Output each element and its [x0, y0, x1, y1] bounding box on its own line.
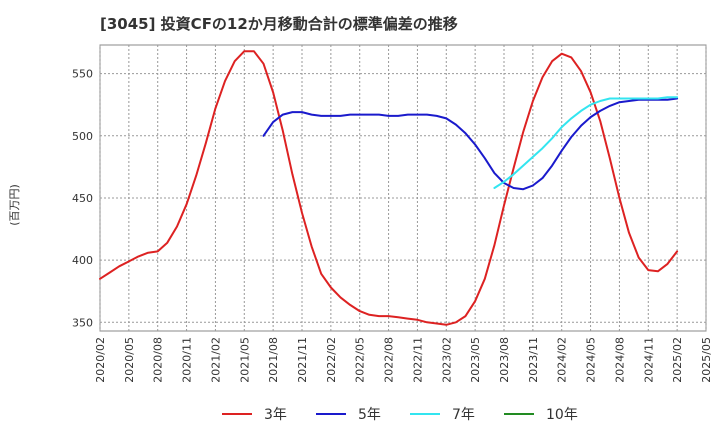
x-tick-label: 2024/02 — [556, 337, 569, 383]
legend-label-3: 7年 — [452, 407, 475, 423]
legend-label-1: 3年 — [264, 407, 287, 423]
y-tick-label: 550 — [72, 68, 93, 81]
x-tick-label: 2021/11 — [296, 337, 309, 383]
x-tick-label: 2023/05 — [469, 337, 482, 383]
x-tick-label: 2024/11 — [642, 337, 655, 383]
x-tick-label: 2021/05 — [238, 337, 251, 383]
x-tick-label: 2022/08 — [383, 337, 396, 383]
x-axis-ticks: 2020/02 2020/05 2020/08 2020/11 2021/02 2021/… — [94, 337, 713, 383]
x-tick-label: 2020/08 — [152, 337, 165, 383]
x-tick-label: 2022/05 — [354, 337, 367, 383]
x-tick-label: 2024/08 — [613, 337, 626, 383]
x-tick-label: 2020/05 — [123, 337, 136, 383]
legend-label-2: 5年 — [358, 407, 381, 423]
x-tick-label: 2023/08 — [498, 337, 511, 383]
x-tick-label: 2021/02 — [209, 337, 222, 383]
y-tick-label: 450 — [72, 192, 93, 205]
x-tick-label: 2023/02 — [440, 337, 453, 383]
chart-title: [3045] 投資CFの12か月移動合計の標準偏差の推移 — [100, 15, 458, 33]
x-tick-label: 2021/08 — [267, 337, 280, 383]
x-tick-label: 2024/05 — [585, 337, 598, 383]
x-tick-label: 2023/11 — [527, 337, 540, 383]
x-tick-label: 2020/02 — [94, 337, 107, 383]
series-line-3 — [493, 96, 679, 189]
y-axis-label: (百万円) — [8, 184, 21, 226]
x-tick-label: 2022/02 — [325, 337, 338, 383]
y-axis-ticks: 350 400 450 500 550 — [72, 68, 93, 330]
x-tick-label: 2022/11 — [411, 337, 424, 383]
y-tick-label: 400 — [72, 254, 93, 267]
series-line-2 — [262, 97, 679, 191]
x-tick-label: 2025/05 — [700, 337, 713, 383]
series-lines — [99, 50, 679, 326]
series-line-1 — [99, 50, 679, 326]
y-tick-label: 500 — [72, 130, 93, 143]
plot-area — [99, 44, 707, 332]
legend-label-4: 10年 — [546, 407, 578, 423]
legend: 3年 5年 7年 10年 — [222, 407, 578, 423]
y-tick-label: 350 — [72, 316, 93, 329]
x-tick-label: 2025/02 — [671, 337, 684, 383]
x-tick-label: 2020/11 — [181, 337, 194, 383]
